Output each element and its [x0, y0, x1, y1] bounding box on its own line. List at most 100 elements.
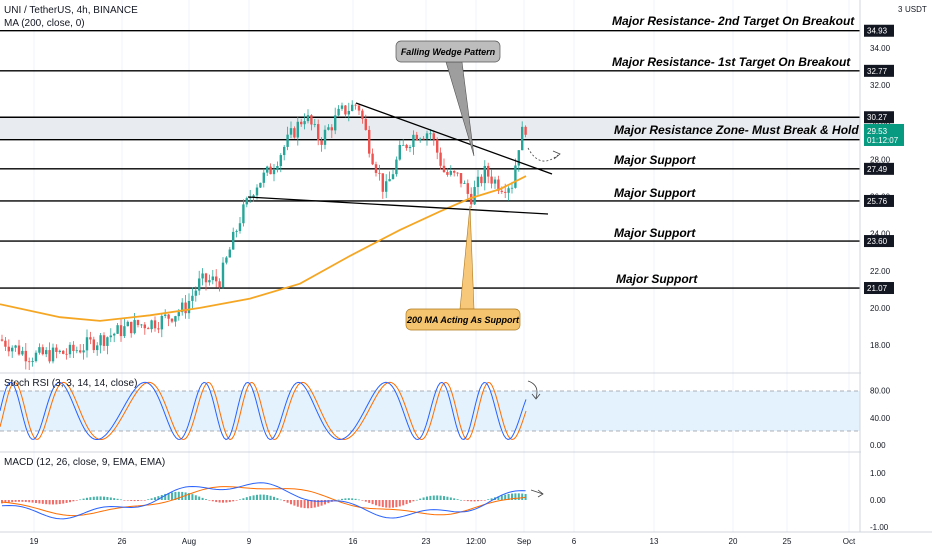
callout-ma-support-text: 200 MA Acting As Support: [406, 315, 520, 325]
macd-bar-149: [507, 494, 510, 500]
candle-body-65: [221, 262, 225, 288]
macd-bar-127: [432, 495, 435, 500]
candle-body-126: [429, 133, 432, 135]
candle-body-79: [269, 166, 272, 175]
macd-bar-72: [245, 497, 248, 500]
candle-body-73: [249, 197, 252, 199]
candle-body-67: [228, 249, 231, 258]
macd-bar-121: [412, 500, 415, 502]
current-price-countdown: 01:12:07: [867, 136, 899, 145]
candle-body-92: [313, 124, 316, 125]
price-axis: [861, 0, 932, 532]
macd-line: [1, 482, 526, 520]
macd-bar-75: [256, 494, 258, 500]
level-note-4: Major Support: [614, 153, 696, 167]
macd-bar-138: [470, 500, 473, 502]
macd-bar-26: [89, 497, 92, 500]
price-tick-5: 24.00: [870, 230, 891, 239]
macd-bar-50: [171, 492, 173, 500]
macd-bar-120: [409, 500, 411, 503]
time-tick-6: 12:00: [466, 537, 487, 546]
candle-body-23: [79, 350, 82, 353]
macd-bar-21: [72, 500, 75, 502]
candle-body-80: [272, 170, 276, 175]
macd-bar-78: [266, 495, 269, 500]
candle-body-38: [130, 321, 133, 334]
macd-bar-64: [218, 500, 221, 503]
macd-bar-56: [191, 494, 194, 500]
macd-bar-144: [490, 498, 493, 500]
macd-bar-151: [514, 493, 517, 500]
time-tick-7: Sep: [517, 537, 532, 546]
macd-bar-106: [361, 500, 364, 501]
candle-body-93: [317, 124, 320, 141]
macd-bar-80: [273, 496, 275, 500]
candle-body-153: [521, 126, 524, 151]
macd-bar-135: [460, 499, 462, 501]
candle-body-109: [371, 153, 374, 165]
candle-body-31: [106, 337, 109, 346]
macd-bar-82: [279, 499, 282, 501]
candle-body-28: [96, 345, 99, 351]
macd-bar-34: [116, 498, 119, 500]
candle-body-32: [109, 335, 112, 338]
candle-body-134: [456, 172, 459, 174]
candle-body-149: [507, 188, 510, 193]
macd-bar-55: [188, 493, 190, 500]
candle-body-104: [354, 104, 357, 106]
level-tag-text-6: 23.60: [867, 237, 888, 246]
candle-body-77: [262, 172, 265, 183]
candle-body-103: [351, 104, 354, 111]
macd-bar-91: [310, 500, 313, 509]
time-tick-2: Aug: [182, 537, 196, 546]
resistance-zone: [0, 117, 860, 140]
candle-body-43: [147, 328, 150, 330]
macd-bar-93: [317, 500, 320, 507]
macd-bar-7: [24, 500, 27, 502]
level-tag-0: [864, 24, 894, 37]
candle-body-24: [82, 350, 85, 353]
candle-body-75: [255, 187, 259, 196]
macd-bar-44: [150, 498, 153, 500]
macd-bar-16: [55, 500, 58, 505]
candle-body-18: [62, 350, 65, 354]
macd-bar-57: [194, 495, 197, 500]
candle-body-139: [473, 187, 476, 205]
candle-body-96: [327, 127, 330, 130]
stoch-tick-0: 80.00: [870, 387, 891, 396]
macd-bar-14: [48, 500, 51, 505]
macd-bar-133: [453, 498, 456, 500]
macd-bar-46: [157, 496, 160, 500]
level-tag-7: [864, 282, 894, 295]
candle-body-44: [150, 320, 153, 330]
candle-body-107: [364, 118, 367, 130]
macd-bar-0: [1, 500, 3, 504]
macd-bar-5: [18, 500, 20, 502]
candle-body-49: [167, 314, 170, 319]
macd-bar-143: [487, 499, 490, 500]
macd-bar-35: [120, 499, 122, 501]
macd-bar-48: [164, 493, 167, 500]
macd-bar-136: [463, 500, 466, 501]
macd-bar-12: [41, 500, 44, 504]
candle-body-0: [0, 339, 4, 341]
candle-body-50: [170, 318, 174, 322]
macd-bar-142: [483, 500, 486, 501]
candle-body-133: [453, 170, 456, 173]
level-tag-text-4: 27.49: [867, 165, 888, 174]
currency-prefix: 3: [898, 5, 903, 14]
stoch-tick-2: 0.00: [870, 441, 886, 450]
candle-body-94: [320, 140, 323, 145]
macd-bar-36: [123, 500, 126, 501]
candle-body-30: [102, 335, 106, 346]
macd-bar-130: [443, 496, 445, 500]
time-tick-8: 6: [572, 537, 577, 546]
macd-bar-65: [222, 500, 224, 503]
macd-bar-53: [181, 491, 184, 500]
candle-body-34: [116, 325, 119, 334]
macd-bar-89: [303, 500, 306, 509]
macd-bar-125: [426, 496, 428, 500]
candle-body-144: [490, 176, 493, 184]
macd-bar-54: [184, 492, 187, 500]
